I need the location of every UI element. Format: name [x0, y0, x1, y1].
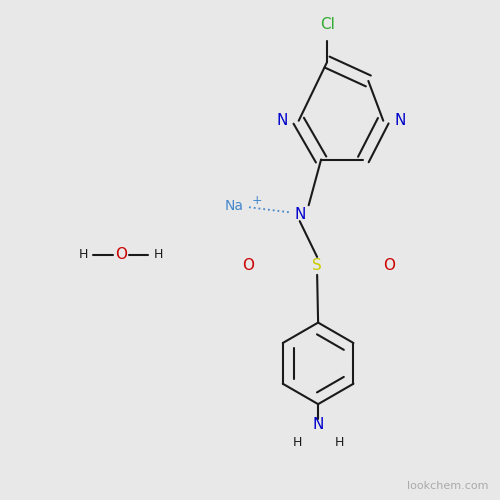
Text: O: O [114, 248, 126, 262]
Text: H: H [78, 248, 88, 262]
Text: N: N [294, 206, 306, 222]
Text: N: N [312, 416, 324, 432]
Text: lookchem.com: lookchem.com [407, 481, 488, 491]
Text: N: N [276, 113, 288, 128]
Text: +: + [251, 194, 262, 207]
Text: Na: Na [224, 199, 244, 213]
Text: O: O [384, 258, 396, 274]
Text: H: H [292, 436, 302, 450]
Text: S: S [312, 258, 322, 274]
Text: H: H [154, 248, 162, 262]
Text: Cl: Cl [320, 17, 334, 32]
Text: H: H [334, 436, 344, 450]
Text: O: O [242, 258, 254, 274]
Text: N: N [394, 113, 406, 128]
